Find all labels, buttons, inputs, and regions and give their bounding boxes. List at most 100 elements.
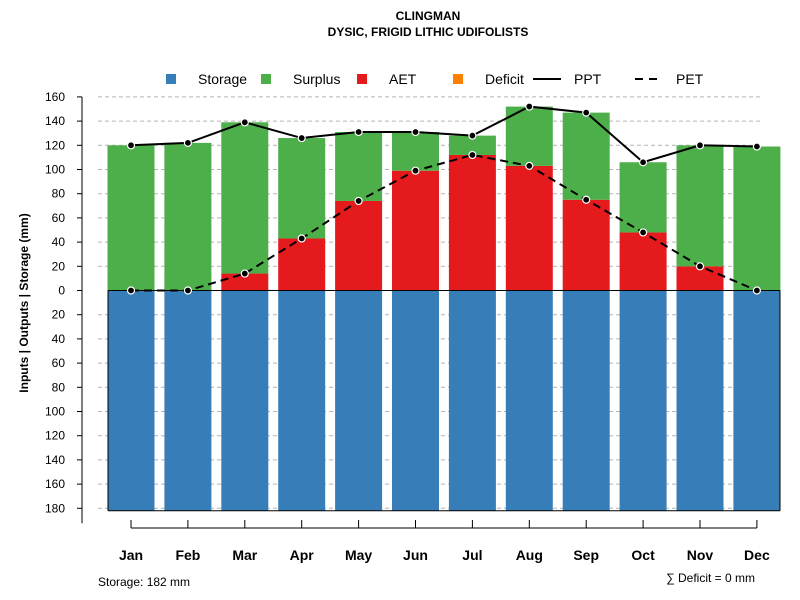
pet-point-jun	[411, 166, 420, 175]
ppt-point-jul	[468, 131, 477, 140]
x-tick-label-feb: Feb	[175, 547, 200, 563]
legend-label-storage: Storage	[198, 71, 247, 87]
ppt-point-feb	[183, 138, 192, 147]
legend-label-pet: PET	[676, 71, 704, 87]
storage-bar-sep	[562, 290, 610, 511]
y-tick-label: 140	[45, 453, 65, 467]
ppt-point-oct	[638, 158, 648, 167]
aet-bar-jul	[448, 154, 496, 291]
storage-bar-jan	[107, 290, 155, 511]
surplus-bar-feb	[164, 142, 212, 291]
legend-swatch-storage	[166, 74, 176, 84]
y-tick-label: 140	[45, 114, 65, 128]
ppt-point-apr	[297, 133, 306, 143]
y-tick-label: 160	[45, 477, 65, 491]
ppt-point-may	[354, 127, 363, 137]
aet-bar-may	[335, 200, 383, 291]
y-axis-label: Inputs | Outputs | Storage (mm)	[17, 213, 31, 392]
surplus-bar-apr	[278, 138, 326, 239]
x-tick-label-oct: Oct	[631, 547, 655, 563]
x-tick-label-nov: Nov	[687, 547, 714, 563]
legend-swatch-deficit	[453, 74, 463, 84]
chart-title: CLINGMAN	[396, 9, 461, 23]
storage-bar-jun	[392, 290, 439, 511]
x-tick-label-aug: Aug	[516, 547, 543, 563]
y-tick-label: 60	[52, 356, 66, 370]
surplus-bar-jan	[107, 145, 155, 291]
y-tick-label: 120	[45, 429, 65, 443]
storage-bar-feb	[164, 290, 212, 511]
deficit-note: ∑ Deficit = 0 mm	[666, 571, 755, 585]
storage-bar-mar	[221, 290, 269, 511]
pet-point-aug	[525, 161, 534, 170]
surplus-bar-aug	[505, 106, 553, 166]
pet-point-jan	[126, 286, 136, 295]
storage-bar-aug	[505, 290, 553, 511]
y-tick-label: 20	[52, 308, 66, 322]
storage-bar-nov	[676, 290, 724, 511]
y-tick-label: 180	[45, 501, 65, 515]
storage-bar-dec	[733, 290, 781, 511]
x-tick-label-jun: Jun	[403, 547, 428, 563]
y-tick-label: 120	[45, 138, 65, 152]
y-tick-label: 100	[45, 405, 65, 419]
pet-point-oct	[638, 228, 648, 237]
y-tick-label: 100	[45, 163, 65, 177]
legend: Storage Surplus AET Deficit PPT PET	[166, 71, 704, 87]
y-tick-label: 20	[52, 259, 66, 273]
bars	[107, 106, 781, 512]
x-tick-label-dec: Dec	[744, 547, 770, 563]
pet-point-mar	[240, 269, 249, 278]
pet-point-sep	[582, 195, 591, 204]
x-tick-label-may: May	[345, 547, 372, 563]
x-tick-label-mar: Mar	[232, 547, 257, 563]
y-tick-label: 80	[52, 187, 66, 201]
aet-bar-mar	[221, 273, 269, 291]
pet-point-apr	[297, 234, 306, 243]
ppt-point-mar	[240, 118, 249, 127]
ppt-point-sep	[582, 108, 591, 117]
legend-label-ppt: PPT	[574, 71, 602, 87]
pet-point-nov	[695, 262, 705, 271]
y-tick-label: 0	[58, 284, 65, 298]
x-tick-label-apr: Apr	[290, 547, 315, 563]
pet-point-jul	[468, 150, 477, 160]
x-tick-label-jan: Jan	[119, 547, 143, 563]
ppt-point-aug	[525, 102, 534, 111]
legend-swatch-surplus	[261, 74, 271, 84]
storage-bar-apr	[278, 290, 326, 511]
aet-bar-sep	[562, 199, 610, 291]
y-tick-label: 40	[52, 332, 66, 346]
y-tick-label: 160	[45, 90, 65, 104]
y-tick-label: 40	[52, 235, 66, 249]
surplus-bar-mar	[221, 122, 269, 274]
surplus-bar-nov	[676, 145, 724, 267]
surplus-bar-jun	[392, 131, 439, 171]
storage-bar-jul	[448, 290, 496, 511]
surplus-bar-may	[335, 131, 383, 201]
ppt-point-dec	[752, 142, 762, 151]
ppt-point-jan	[126, 141, 136, 150]
ppt-point-nov	[695, 141, 705, 150]
storage-bar-oct	[619, 290, 667, 511]
pet-line	[131, 153, 758, 292]
pet-point-dec	[752, 286, 762, 295]
ppt-line	[130, 105, 757, 164]
legend-label-surplus: Surplus	[293, 71, 340, 87]
pet-point-may	[354, 196, 363, 206]
surplus-bar-dec	[733, 146, 781, 291]
chart-subtitle: DYSIC, FRIGID LITHIC UDIFOLISTS	[328, 25, 529, 39]
storage-bar-may	[335, 290, 383, 511]
pet-point-feb	[183, 286, 192, 295]
storage-note: Storage: 182 mm	[98, 575, 190, 589]
y-tick-label: 80	[52, 380, 66, 394]
y-tick-label: 60	[52, 211, 66, 225]
aet-bar-oct	[619, 232, 667, 291]
aet-bar-apr	[278, 238, 326, 291]
surplus-bar-jul	[448, 135, 496, 155]
ppt-point-jun	[411, 127, 420, 137]
legend-label-aet: AET	[389, 71, 417, 87]
lines	[126, 102, 762, 295]
x-tick-label-jul: Jul	[462, 547, 482, 563]
